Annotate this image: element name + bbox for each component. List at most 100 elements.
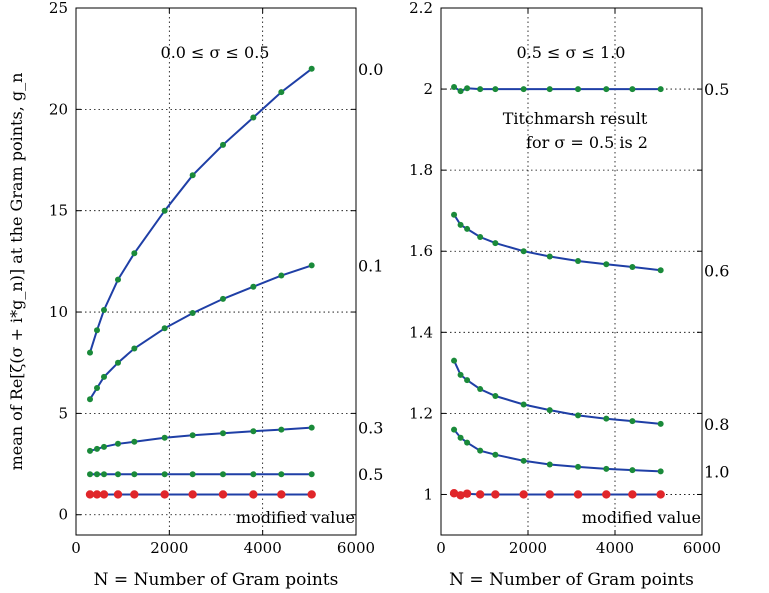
data-point xyxy=(546,407,553,414)
data-point xyxy=(250,283,257,290)
data-point xyxy=(101,373,107,380)
data-point xyxy=(575,463,582,470)
modified-value-annotation: modified value xyxy=(236,508,355,527)
data-point xyxy=(603,415,610,422)
y-tick-label: 1.2 xyxy=(409,404,433,422)
titchmarsh-annotation-line1: Titchmarsh result xyxy=(503,109,648,128)
series-label: 0.5 xyxy=(704,80,729,99)
data-point xyxy=(520,248,527,255)
data-point xyxy=(220,141,226,148)
data-point xyxy=(94,385,100,392)
data-point xyxy=(189,471,196,478)
data-point xyxy=(87,396,93,403)
data-point xyxy=(250,428,257,435)
data-point xyxy=(115,471,121,478)
data-point xyxy=(546,86,553,93)
modified-data-point xyxy=(462,489,472,498)
data-point xyxy=(477,447,484,454)
data-point xyxy=(457,434,464,441)
titchmarsh-annotation-line2: for σ = 0.5 is 2 xyxy=(526,133,648,152)
y-tick-label: 1.6 xyxy=(409,242,433,260)
data-point xyxy=(278,426,285,433)
data-point xyxy=(278,272,285,279)
modified-data-point xyxy=(602,490,611,499)
modified-data-point xyxy=(188,490,197,499)
data-point xyxy=(657,420,664,427)
modified-data-point xyxy=(113,490,123,499)
data-point xyxy=(464,439,471,446)
x-tick-label: 6000 xyxy=(337,539,375,557)
data-point xyxy=(115,359,121,366)
data-point xyxy=(520,86,527,93)
data-point xyxy=(492,392,499,399)
modified-data-point xyxy=(573,490,583,499)
data-point xyxy=(477,234,484,241)
data-point xyxy=(629,86,636,93)
modified-value-annotation: modified value xyxy=(582,508,701,527)
x-tick-label: 6000 xyxy=(683,539,721,557)
plot-frame xyxy=(75,7,357,536)
modified-data-point xyxy=(85,490,95,499)
data-point xyxy=(278,471,285,478)
modified-data-point xyxy=(249,490,258,499)
data-point xyxy=(629,264,636,271)
left-panel: 0 2000 4000 6000 0 5 10 15 20 25 N = Number of Gra… xyxy=(7,0,383,590)
sigma-range-annotation: 0.0 ≤ σ ≤ 0.5 xyxy=(161,43,270,62)
data-point xyxy=(87,447,93,454)
data-point xyxy=(492,451,499,458)
data-point xyxy=(189,172,196,179)
series-label: 0.0 xyxy=(358,60,383,79)
series-label: 0.6 xyxy=(704,261,729,280)
series-label: 0.8 xyxy=(704,415,729,434)
modified-data-point xyxy=(491,490,500,499)
data-point xyxy=(457,371,464,378)
x-tick-label: 2000 xyxy=(509,539,547,557)
data-point xyxy=(94,471,100,478)
data-point xyxy=(308,65,315,72)
modified-data-point xyxy=(628,490,637,499)
data-point xyxy=(603,465,610,472)
y-tick-label: 5 xyxy=(58,404,68,422)
modified-data-point xyxy=(656,490,665,499)
data-point xyxy=(657,468,664,475)
data-point xyxy=(250,471,257,478)
y-tick-label: 1.8 xyxy=(409,161,433,179)
data-point xyxy=(629,467,636,474)
data-point xyxy=(477,386,484,393)
data-point xyxy=(520,457,527,464)
data-point xyxy=(575,257,582,264)
data-point xyxy=(115,276,121,283)
data-point xyxy=(477,86,484,93)
data-point xyxy=(546,253,553,260)
x-axis-label: N = Number of Gram points xyxy=(94,570,339,590)
x-tick-label: 0 xyxy=(71,539,81,557)
modified-data-point xyxy=(519,490,528,499)
data-point xyxy=(492,86,499,93)
data-point xyxy=(451,357,458,364)
data-point xyxy=(457,221,464,228)
data-point xyxy=(220,430,226,437)
y-tick-label: 1.4 xyxy=(409,323,433,341)
series-line xyxy=(453,428,661,473)
series-line xyxy=(453,360,661,425)
y-tick-label: 20 xyxy=(49,100,68,118)
data-point xyxy=(308,262,315,269)
data-point xyxy=(87,349,93,356)
modified-data-point xyxy=(475,490,485,499)
data-point xyxy=(492,240,499,247)
series-label: 0.1 xyxy=(358,256,383,275)
data-point xyxy=(94,327,100,334)
modified-data-point xyxy=(130,490,139,499)
data-point xyxy=(131,345,138,352)
y-tick-label: 2.2 xyxy=(409,0,433,17)
data-point xyxy=(457,88,464,95)
modified-data-point xyxy=(456,491,465,500)
data-point xyxy=(603,261,610,268)
series-label: 0.5 xyxy=(358,465,383,484)
series-line xyxy=(89,426,312,452)
y-tick-label: 25 xyxy=(49,0,68,17)
data-point xyxy=(131,250,138,257)
data-point xyxy=(603,86,610,93)
x-tick-label: 4000 xyxy=(244,539,282,557)
